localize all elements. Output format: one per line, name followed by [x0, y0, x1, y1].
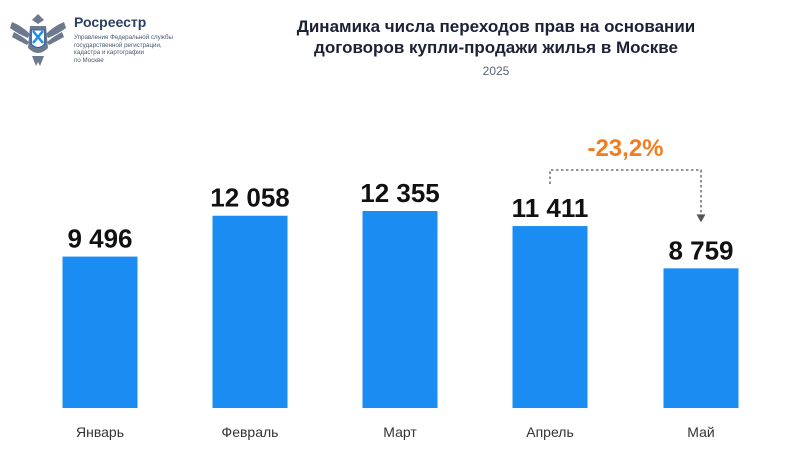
change-arrow-icon: [696, 214, 706, 223]
category-label: Февраль: [222, 424, 279, 440]
org-sub-line: кадастра и картографии: [74, 49, 144, 57]
change-connector: [549, 169, 702, 221]
bar-5: [663, 268, 739, 408]
org-sub-line: по Москве: [74, 56, 104, 64]
data-label: 9 496: [67, 224, 132, 254]
change-annotation: -23,2%: [587, 135, 663, 162]
rosreestr-emblem-icon: [10, 14, 66, 66]
bar-1: [62, 256, 138, 408]
data-label: 11 411: [512, 193, 589, 223]
bar-2: [212, 215, 288, 408]
category-label: Январь: [76, 424, 124, 440]
rosreestr-logo: Росреестр Управление Федеральной службы …: [8, 8, 218, 78]
org-sub-line: государственной регистрации,: [74, 41, 162, 49]
org-name: Росреестр: [74, 14, 147, 30]
bar-4: [512, 226, 588, 408]
chart-title-line: договоров купли-продажи жилья в Москве: [314, 38, 678, 57]
org-sub-line: Управление Федеральной службы: [74, 34, 173, 41]
category-label: Апрель: [526, 424, 574, 440]
data-label: 12 355: [360, 178, 440, 208]
category-label: Май: [687, 424, 714, 440]
chart-subtitle: 2025: [482, 64, 510, 78]
chart-title-line: Динамика числа переходов прав на основан…: [296, 17, 696, 36]
bar-3: [362, 211, 438, 408]
category-label: Март: [383, 424, 417, 440]
chart-title: Динамика числа переходов прав на основан…: [0, 16, 796, 58]
org-subtitle: Управление Федеральной службы государств…: [74, 34, 214, 64]
data-label: 8 759: [668, 235, 733, 265]
data-label: 12 058: [210, 183, 290, 213]
